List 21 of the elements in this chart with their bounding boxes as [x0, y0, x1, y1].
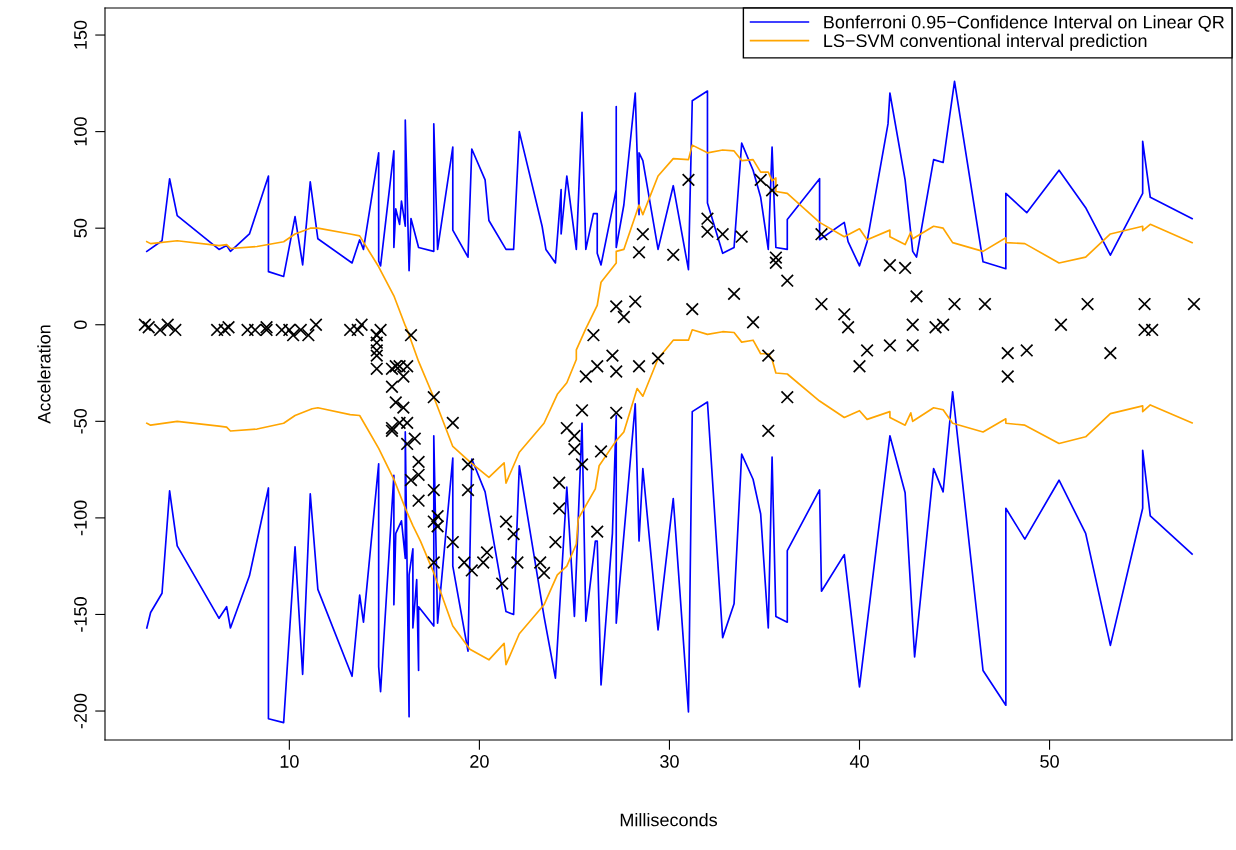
line-series: [145, 328, 1193, 666]
x-tick-label: 40: [849, 755, 869, 768]
y-tick-label: -100: [74, 500, 87, 536]
legend-label: LS−SVM conventional interval prediction: [824, 33, 1147, 51]
y-axis-title: Acceleration: [37, 325, 51, 424]
line-series: [145, 390, 1193, 724]
x-tick-label: 10: [280, 755, 299, 768]
y-tick-label: -150: [74, 597, 87, 632]
line-series: [145, 144, 1193, 484]
y-tick-label: 150: [74, 20, 87, 49]
y-tick-label: 100: [74, 117, 87, 146]
legend-label: Bonferroni 0.95−Confidence Interval on Linear QR: [824, 15, 1224, 32]
y-tick-label: -50: [74, 408, 87, 434]
y-tick-label: 0: [74, 320, 87, 330]
x-tick-label: 20: [470, 755, 489, 768]
line-series: [145, 80, 1193, 278]
x-axis-title: Milliseconds: [620, 813, 718, 827]
y-tick-label: 50: [74, 218, 87, 238]
x-tick-label: 50: [1040, 755, 1059, 768]
y-tick-label: -200: [74, 693, 87, 729]
x-tick-label: 30: [660, 755, 679, 768]
